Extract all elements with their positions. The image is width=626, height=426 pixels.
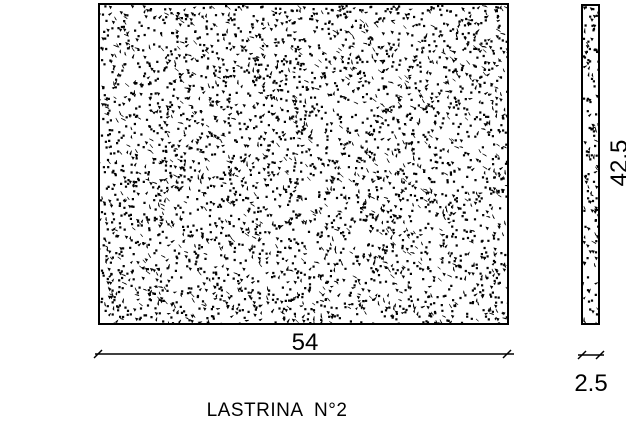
front-view-outline — [98, 3, 509, 325]
width-dimension-tick-right — [502, 349, 512, 359]
side-stipple-dots — [582, 6, 599, 324]
width-dimension: 54 — [93, 329, 514, 359]
thickness-dimension-tick-right — [595, 350, 605, 360]
side-view — [581, 4, 600, 325]
side-view-outline — [581, 4, 600, 325]
width-dimension-tick-left — [93, 349, 103, 359]
height-dimension-label: 42.5 — [606, 140, 626, 187]
thickness-dimension-label: 2.5 — [574, 370, 607, 397]
width-dimension-label: 54 — [292, 329, 319, 356]
front-stipple-pattern — [99, 4, 508, 324]
front-stipple-dots — [99, 4, 508, 324]
drawing-title: LASTRINA N°2 — [207, 400, 348, 421]
thickness-dimension: 2.5 — [574, 350, 608, 397]
front-view — [98, 3, 509, 325]
side-stipple-pattern — [582, 6, 599, 324]
thickness-dimension-tick-left — [577, 350, 587, 360]
